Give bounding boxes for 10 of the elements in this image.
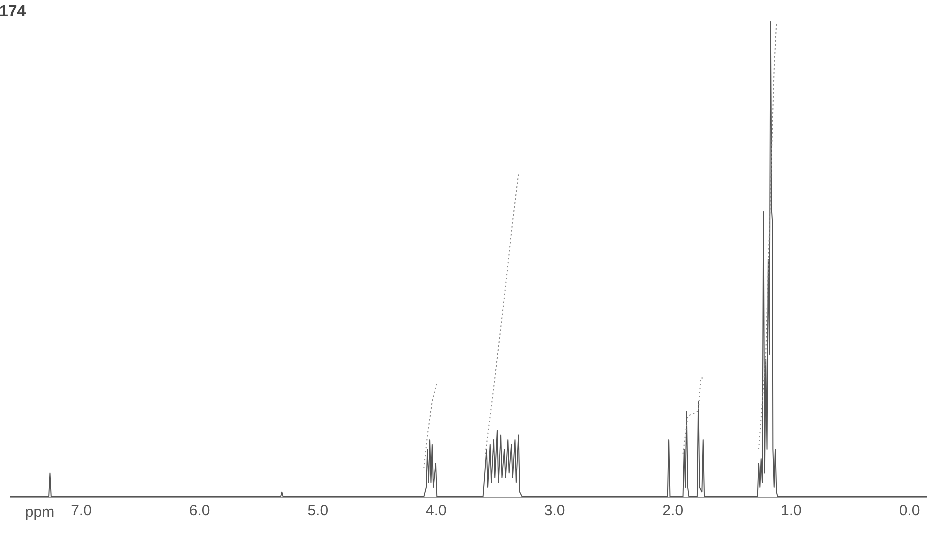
x-tick-label: 4.0 <box>426 502 447 520</box>
x-tick-label: 5.0 <box>308 502 329 520</box>
x-tick-label: 3.0 <box>544 502 566 520</box>
x-tick-label: 1.0 <box>781 502 802 520</box>
chart-title: 174 <box>0 4 26 20</box>
x-tick-label: 7.0 <box>71 502 92 520</box>
x-tick-label: 0.0 <box>899 502 920 520</box>
x-tick-label: 6.0 <box>189 502 210 520</box>
x-axis-title: ppm <box>25 504 55 521</box>
x-tick-label: 2.0 <box>662 502 684 520</box>
